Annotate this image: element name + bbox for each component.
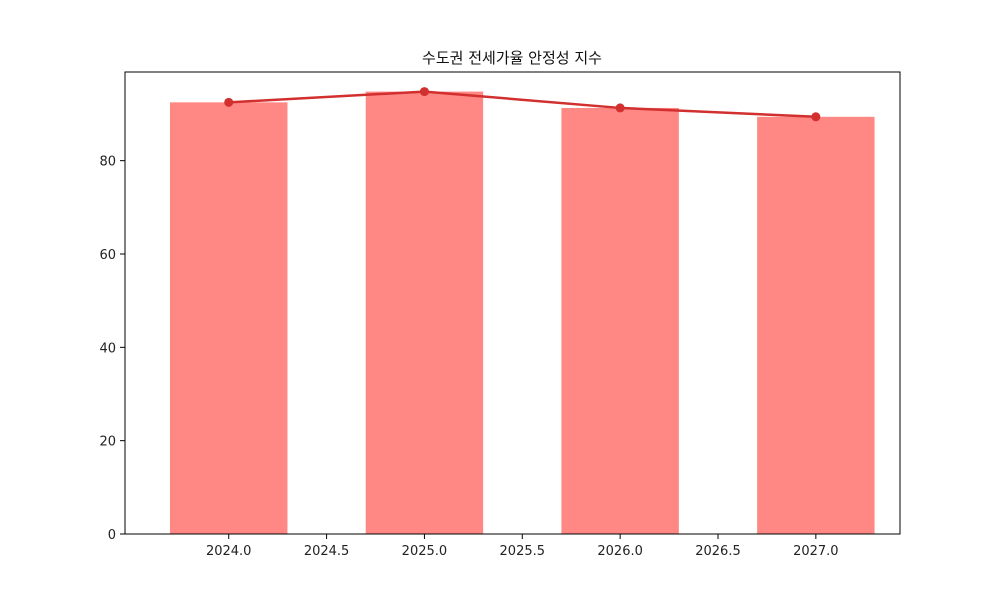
x-tick-label: 2026.0: [597, 544, 643, 559]
line-point-2025: [419, 87, 429, 97]
x-tick-label: 2024.0: [206, 544, 252, 559]
y-tick-label: 0: [108, 528, 116, 543]
bar-2026: [561, 107, 679, 534]
y-tick-label: 40: [99, 341, 116, 356]
x-axis: 2024.0 2024.5 2025.0 2025.5 2026.0 2026.5 2027…: [206, 534, 839, 559]
plot-frame: [124, 71, 901, 535]
bar-group: [170, 91, 875, 535]
y-tick-label: 20: [99, 435, 116, 450]
bar-2027: [757, 116, 875, 535]
x-tick-label: 2027.0: [793, 544, 839, 559]
line-path: [228, 90, 816, 119]
x-tick-label: 2024.5: [304, 544, 350, 559]
x-tick-label: 2026.5: [695, 544, 741, 559]
line-series: [224, 87, 821, 122]
line-point-2024: [224, 97, 234, 107]
y-axis: 0 20 40 60 80: [99, 155, 125, 543]
line-point-2027: [811, 112, 821, 122]
y-tick-label: 80: [99, 155, 116, 170]
chart-title: 수도권 전세가율 안정성 지수: [422, 49, 602, 67]
line-point-2026: [615, 103, 625, 113]
bar-2025: [365, 91, 484, 534]
x-tick-label: 2025.5: [500, 544, 546, 559]
y-tick-label: 60: [99, 248, 116, 263]
x-tick-label: 2025.0: [402, 544, 448, 559]
bar-2024: [170, 102, 288, 534]
